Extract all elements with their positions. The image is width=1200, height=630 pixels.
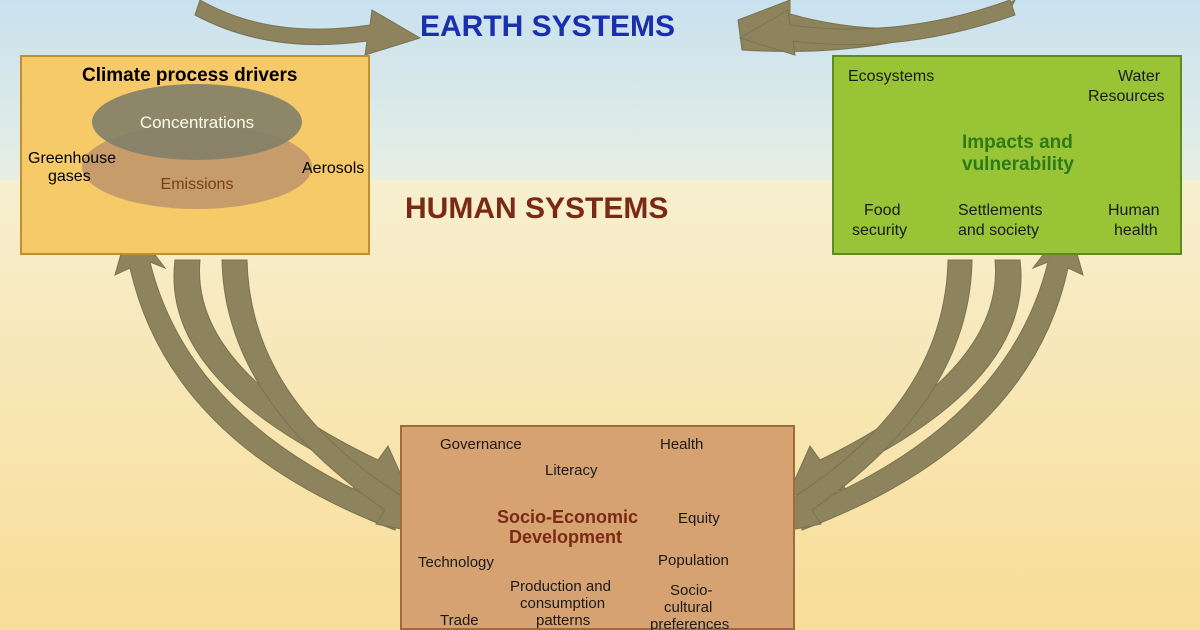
greenhouse-label-2: gases bbox=[48, 168, 91, 186]
greenhouse-label-1: Greenhouse bbox=[28, 150, 116, 168]
label-governance: Governance bbox=[440, 436, 522, 453]
label-technology: Technology bbox=[418, 554, 494, 571]
label-water1: Water bbox=[1118, 68, 1160, 86]
label-socio1: Socio- bbox=[670, 582, 713, 599]
label-equity: Equity bbox=[678, 510, 720, 527]
label-socio2: cultural bbox=[664, 599, 712, 616]
socio-title-2: Development bbox=[509, 527, 622, 548]
label-settle2: and society bbox=[958, 222, 1039, 240]
label-settle1: Settlements bbox=[958, 202, 1042, 220]
label-trade: Trade bbox=[440, 612, 479, 629]
diagram-stage: EARTH SYSTEMS HUMAN SYSTEMS Climate proc… bbox=[0, 0, 1200, 630]
label-literacy: Literacy bbox=[545, 462, 598, 479]
label-socio3: preferences bbox=[650, 616, 729, 630]
concentrations-label: Concentrations bbox=[140, 113, 254, 132]
aerosols-label: Aerosols bbox=[302, 160, 364, 178]
label-population: Population bbox=[658, 552, 729, 569]
label-prod1: Production and bbox=[510, 578, 611, 595]
label-water2: Resources bbox=[1088, 88, 1164, 106]
label-prod2: consumption bbox=[520, 595, 605, 612]
label-prod3: patterns bbox=[536, 612, 590, 629]
socio-title-1: Socio-Economic bbox=[497, 507, 638, 528]
impacts-title-2: vulnerability bbox=[962, 154, 1074, 176]
earth-systems-title: EARTH SYSTEMS bbox=[420, 10, 675, 44]
label-human2: health bbox=[1114, 222, 1158, 240]
human-systems-title: HUMAN SYSTEMS bbox=[405, 192, 668, 226]
label-ecosystems: Ecosystems bbox=[848, 68, 934, 86]
emissions-label: Emissions bbox=[161, 176, 234, 193]
label-food2: security bbox=[852, 222, 907, 240]
climate-drivers-box: Climate process drivers Concentrations E… bbox=[20, 55, 370, 255]
label-health: Health bbox=[660, 436, 703, 453]
label-human1: Human bbox=[1108, 202, 1160, 220]
label-food1: Food bbox=[864, 202, 900, 220]
impacts-title-1: Impacts and bbox=[962, 132, 1073, 154]
